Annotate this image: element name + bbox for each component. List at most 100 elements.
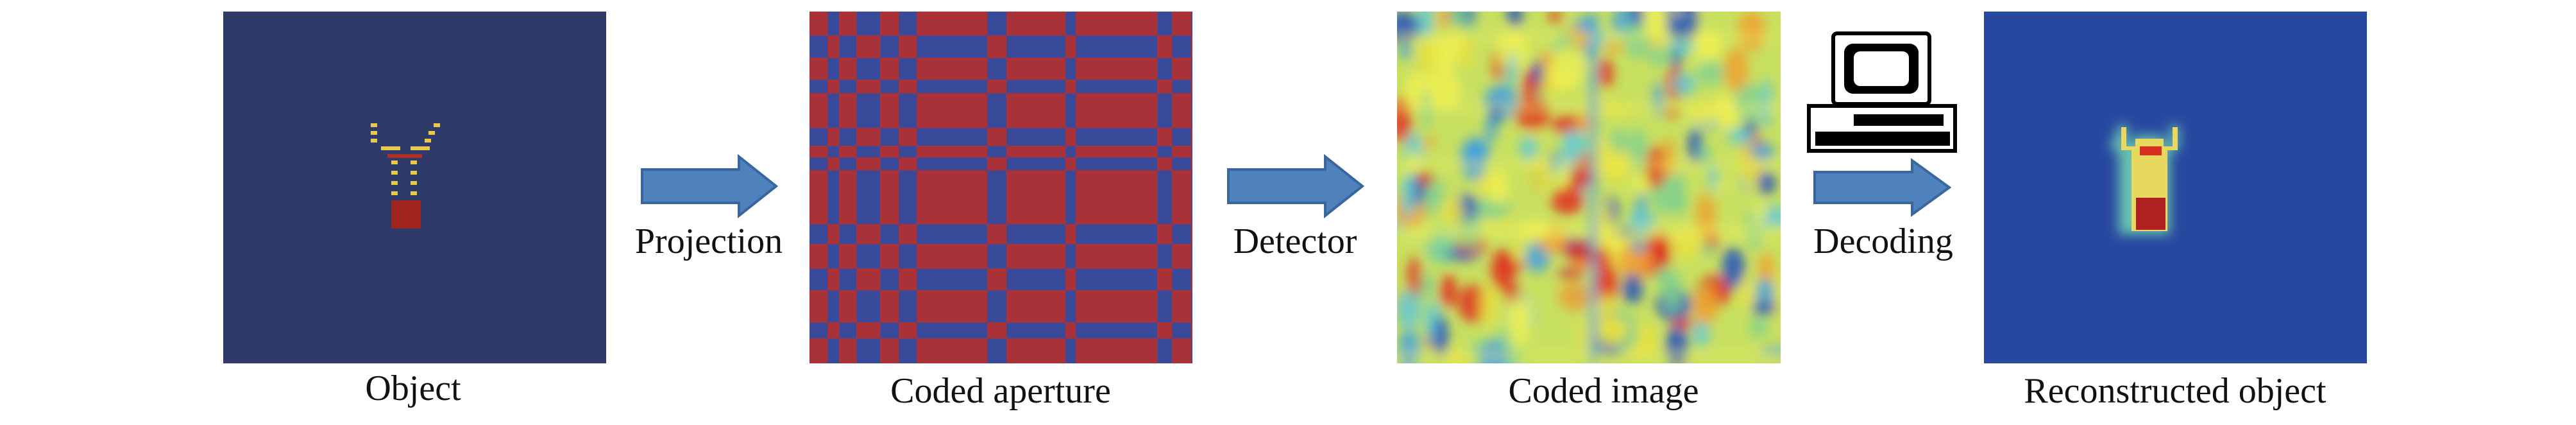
image-blob bbox=[1493, 261, 1526, 271]
aperture-cell bbox=[1157, 35, 1173, 58]
image-blob bbox=[1550, 46, 1583, 91]
aperture-cell bbox=[1128, 290, 1149, 311]
aperture-cell bbox=[1128, 209, 1149, 225]
image-streak bbox=[1397, 225, 1781, 231]
aperture-cell bbox=[926, 338, 948, 360]
aperture-cell bbox=[839, 290, 857, 311]
image-blob bbox=[1417, 12, 1434, 42]
aperture-cell bbox=[1106, 290, 1128, 311]
image-blob bbox=[1520, 135, 1538, 160]
arrow-label: Projection bbox=[635, 221, 783, 261]
arrow bbox=[641, 153, 779, 219]
aperture-cell bbox=[839, 146, 857, 158]
aperture-cell bbox=[1065, 157, 1076, 171]
aperture-cell bbox=[966, 290, 988, 311]
aperture-cell bbox=[1049, 170, 1066, 186]
image-blob bbox=[1549, 12, 1561, 24]
aperture-cell bbox=[809, 58, 828, 80]
image-blob bbox=[1448, 12, 1467, 25]
aperture-cell bbox=[1191, 157, 1192, 171]
aperture-cell bbox=[899, 268, 917, 291]
aperture-cell bbox=[966, 146, 988, 158]
aperture-cell bbox=[1049, 22, 1066, 36]
image-blob bbox=[1596, 317, 1630, 336]
aperture-cell bbox=[917, 290, 926, 311]
aperture-cell bbox=[880, 338, 899, 360]
image-blob bbox=[1461, 140, 1487, 181]
aperture-cell bbox=[1019, 290, 1040, 311]
aperture-cell bbox=[1049, 93, 1066, 108]
aperture-cell bbox=[1128, 93, 1149, 108]
aperture-cell bbox=[966, 22, 988, 36]
image-blob bbox=[1661, 137, 1675, 178]
aperture-cell bbox=[1006, 338, 1019, 360]
image-blob bbox=[1531, 60, 1543, 85]
image-streak bbox=[1397, 162, 1781, 168]
aperture-cell bbox=[856, 322, 881, 339]
aperture-cell bbox=[1019, 58, 1040, 80]
image-blob bbox=[1397, 97, 1412, 143]
aperture-cell bbox=[926, 146, 948, 158]
aperture-cell bbox=[1006, 170, 1019, 186]
aperture-cell bbox=[839, 22, 857, 36]
image-blob bbox=[1559, 160, 1568, 194]
aperture-cell bbox=[1006, 12, 1019, 23]
image-blob bbox=[1645, 146, 1665, 189]
aperture-cell bbox=[917, 254, 926, 269]
aperture-cell bbox=[809, 338, 828, 360]
aperture-cell bbox=[1172, 244, 1192, 255]
aperture-cell bbox=[856, 224, 881, 245]
aperture-cell bbox=[917, 170, 926, 186]
aperture-cell bbox=[839, 244, 857, 255]
aperture-cell bbox=[856, 80, 881, 94]
aperture-cell bbox=[880, 290, 899, 311]
aperture-cell bbox=[947, 12, 967, 23]
aperture-cell bbox=[1157, 80, 1173, 94]
aperture-cell bbox=[856, 128, 881, 137]
aperture-cell bbox=[1049, 311, 1066, 323]
aperture-cell bbox=[1128, 12, 1149, 23]
aperture-cell bbox=[926, 107, 948, 128]
image-blob bbox=[1758, 252, 1774, 286]
aperture-cell bbox=[987, 268, 1007, 291]
aperture-cell bbox=[880, 58, 899, 80]
aperture-cell bbox=[947, 254, 967, 269]
aperture-cell bbox=[1006, 244, 1019, 255]
image-blob bbox=[1515, 235, 1525, 266]
image-blob bbox=[1397, 290, 1421, 329]
aperture-cell bbox=[1172, 22, 1192, 36]
aperture-cell bbox=[947, 146, 967, 158]
aperture-cell bbox=[1039, 107, 1049, 128]
image-blob bbox=[1698, 144, 1712, 168]
aperture-cell bbox=[966, 107, 988, 128]
aperture-cell bbox=[880, 186, 899, 210]
image-blob bbox=[1671, 318, 1694, 328]
image-blob bbox=[1642, 12, 1667, 40]
image-streak bbox=[1397, 352, 1781, 358]
aperture-cell bbox=[1128, 107, 1149, 128]
aperture-cell bbox=[987, 128, 1007, 137]
aperture-cell bbox=[926, 170, 948, 186]
aperture-cell bbox=[1039, 338, 1049, 360]
aperture-cell bbox=[1128, 146, 1149, 158]
image-blob bbox=[1724, 48, 1749, 92]
aperture-cell bbox=[1106, 12, 1128, 23]
aperture-cell bbox=[827, 35, 840, 58]
aperture-cell bbox=[1085, 170, 1106, 186]
image-blob bbox=[1627, 128, 1648, 171]
aperture-cell bbox=[917, 360, 926, 363]
aperture-cell bbox=[1019, 12, 1040, 23]
aperture-cell bbox=[880, 146, 899, 158]
aperture-cell bbox=[880, 254, 899, 269]
aperture-cell bbox=[880, 209, 899, 225]
aperture-cell bbox=[917, 244, 926, 255]
aperture-cell bbox=[839, 170, 857, 186]
image-blob bbox=[1440, 195, 1464, 229]
image-blob bbox=[1578, 316, 1588, 352]
aperture-cell bbox=[1106, 58, 1128, 80]
aperture-cell bbox=[1019, 254, 1040, 269]
aperture-cell bbox=[947, 22, 967, 36]
aperture-cell bbox=[1106, 209, 1128, 225]
aperture-cell bbox=[1149, 290, 1158, 311]
